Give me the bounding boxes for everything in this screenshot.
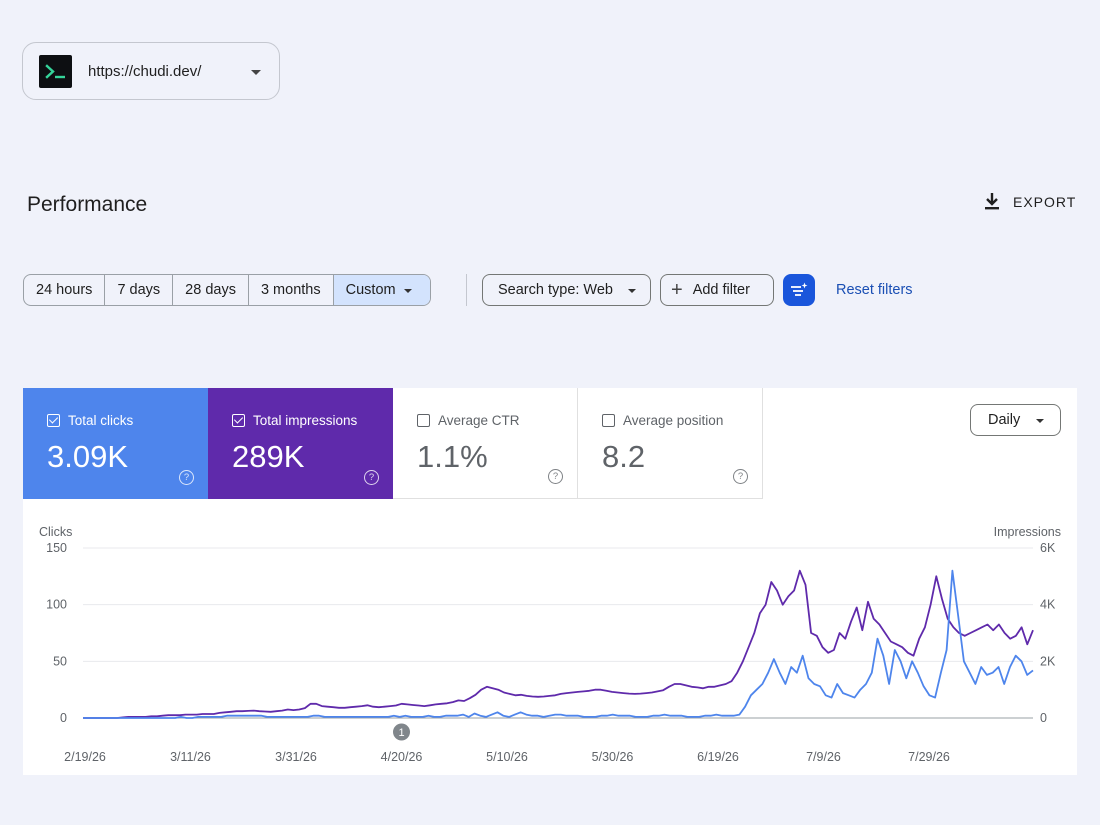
help-icon[interactable]: ?	[733, 469, 748, 484]
x-axis-tick: 7/29/26	[908, 750, 950, 764]
metric-total-clicks[interactable]: Total clicks 3.09K ?	[23, 388, 208, 499]
metric-header: Total impressions	[232, 413, 357, 428]
metric-header: Average position	[602, 413, 723, 428]
property-url: https://chudi.dev/	[88, 62, 202, 80]
right-axis-tick: 2K	[1040, 654, 1056, 668]
date-range-selector: 24 hours 7 days 28 days 3 months Custom	[23, 274, 431, 306]
chevron-down-icon	[628, 289, 636, 293]
x-axis-tick: 5/10/26	[486, 750, 528, 764]
help-icon[interactable]: ?	[179, 470, 194, 485]
checkbox-checked-icon[interactable]	[232, 414, 245, 427]
range-custom-label: Custom	[345, 282, 396, 298]
right-axis-tick: 0	[1040, 711, 1047, 725]
search-type-label: Search type: Web	[498, 282, 613, 298]
page-title: Performance	[27, 193, 148, 216]
metric-label: Total clicks	[68, 413, 134, 428]
chevron-down-icon	[403, 289, 412, 293]
property-selector[interactable]: https://chudi.dev/	[22, 42, 280, 100]
metric-header: Total clicks	[47, 413, 133, 428]
annotation-label: 1	[398, 727, 404, 739]
left-axis-tick: 100	[46, 598, 67, 612]
right-axis-tick: 4K	[1040, 598, 1056, 612]
checkbox-unchecked-icon[interactable]	[602, 414, 615, 427]
metric-value: 1.1%	[417, 439, 488, 474]
metric-label: Average CTR	[438, 413, 520, 428]
divider	[466, 274, 467, 306]
x-axis-tick: 3/11/26	[170, 750, 211, 764]
performance-chart[interactable]: Clicks Impressions 150 6K 100 4K 50 2K 0 0 2/19/26…	[23, 388, 1077, 775]
left-axis-tick: 0	[60, 711, 67, 725]
help-icon[interactable]: ?	[548, 469, 563, 484]
filter-settings-button[interactable]	[783, 274, 815, 306]
metric-label: Total impressions	[253, 413, 358, 428]
range-7-days[interactable]: 7 days	[105, 275, 174, 305]
range-24-hours[interactable]: 24 hours	[24, 275, 106, 305]
x-axis-tick: 3/31/26	[275, 750, 317, 764]
checkbox-checked-icon[interactable]	[47, 414, 60, 427]
export-label: EXPORT	[1013, 194, 1077, 210]
plus-icon: +	[671, 279, 683, 301]
metric-average-ctr[interactable]: Average CTR 1.1% ?	[393, 388, 578, 499]
series-line-impressions	[83, 569, 1034, 719]
help-icon[interactable]: ?	[364, 470, 379, 485]
x-axis-tick: 6/19/26	[697, 750, 739, 764]
filter-sparkle-icon	[791, 282, 808, 296]
metric-value: 289K	[232, 439, 305, 474]
terminal-prompt-icon	[39, 54, 72, 88]
export-button[interactable]: EXPORT	[983, 192, 1076, 212]
range-28-days[interactable]: 28 days	[173, 275, 249, 305]
reset-filters-link[interactable]: Reset filters	[836, 282, 913, 298]
series-line-clicks	[83, 569, 1034, 719]
left-axis-title: Clicks	[39, 525, 72, 539]
x-axis-tick: 2/19/26	[64, 750, 106, 764]
chevron-down-icon	[1036, 419, 1044, 423]
x-axis-tick: 4/20/26	[381, 750, 423, 764]
checkbox-unchecked-icon[interactable]	[417, 414, 430, 427]
right-axis-title: Impressions	[994, 525, 1061, 539]
granularity-dropdown[interactable]: Daily	[970, 404, 1061, 436]
left-axis-tick: 50	[53, 654, 67, 668]
metric-header: Average CTR	[417, 413, 520, 428]
metric-value: 8.2	[602, 439, 646, 474]
metric-label: Average position	[623, 413, 724, 428]
metric-average-position[interactable]: Average position 8.2 ?	[578, 388, 763, 499]
x-axis-tick: 5/30/26	[592, 750, 634, 764]
right-axis-tick: 6K	[1040, 541, 1056, 555]
performance-card: Total clicks 3.09K ? Total impressions 2…	[23, 388, 1077, 775]
range-custom[interactable]: Custom	[333, 275, 430, 305]
metric-total-impressions[interactable]: Total impressions 289K ?	[208, 388, 393, 499]
add-filter-button[interactable]: + Add filter	[660, 274, 774, 306]
search-type-dropdown[interactable]: Search type: Web	[482, 274, 651, 306]
range-3-months[interactable]: 3 months	[249, 275, 334, 305]
add-filter-label: Add filter	[692, 282, 750, 298]
metric-value: 3.09K	[47, 439, 129, 474]
granularity-label: Daily	[988, 412, 1021, 428]
chevron-down-icon	[251, 70, 261, 75]
download-icon	[985, 193, 999, 210]
x-axis-tick: 7/9/26	[806, 750, 841, 764]
left-axis-tick: 150	[46, 541, 67, 555]
annotation-marker	[393, 723, 410, 741]
